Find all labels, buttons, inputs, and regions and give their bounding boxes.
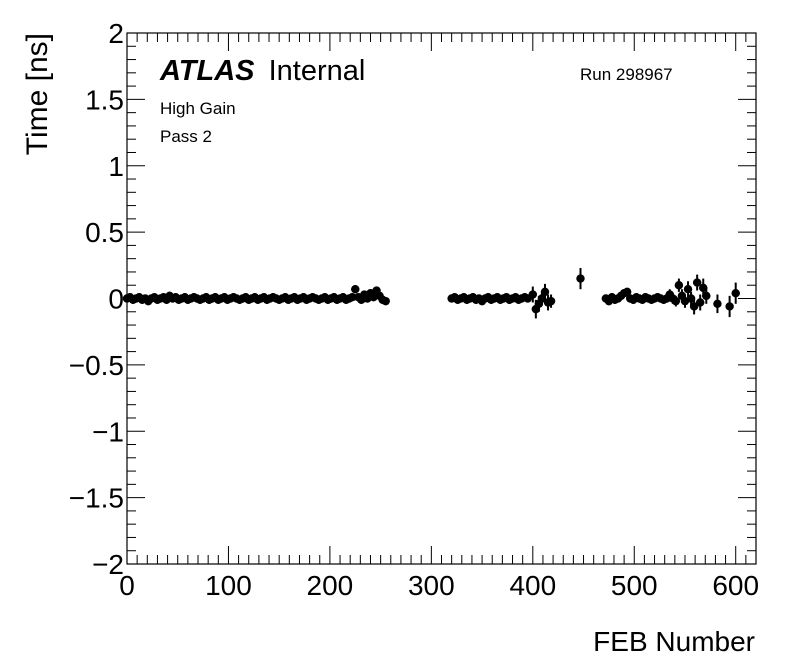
atlas-logo-text: ATLAS [159, 55, 255, 87]
data-point [622, 287, 632, 297]
y-tick-label: −0.5 [69, 350, 124, 381]
data-point [674, 278, 684, 292]
x-tick-label: 100 [205, 570, 252, 601]
data-point [702, 287, 711, 304]
y-tick-label: −1 [92, 416, 124, 447]
data-point [546, 294, 556, 308]
data-point [725, 295, 734, 318]
y-tick-label: 1.5 [85, 84, 124, 115]
y-tick-label: −1.5 [69, 483, 124, 514]
data-points [122, 267, 740, 319]
data-point [689, 298, 699, 315]
marker [351, 285, 360, 294]
marker [725, 302, 734, 311]
marker [540, 287, 550, 297]
x-axis-label: FEB Number [593, 626, 755, 657]
x-tick-label: 500 [611, 570, 658, 601]
atlas-suffix: Internal [269, 55, 366, 87]
y-tick-label: −2 [92, 549, 124, 580]
x-tick-label: 300 [408, 570, 455, 601]
marker [381, 296, 390, 306]
marker [702, 291, 711, 301]
axis-ticks [126, 32, 757, 565]
marker [671, 296, 681, 306]
x-tick-label: 200 [307, 570, 354, 601]
marker [546, 296, 556, 306]
y-tick-label: 0 [108, 284, 124, 315]
marker [622, 287, 632, 297]
x-tick-label: 400 [509, 570, 556, 601]
x-tick-label: 0 [119, 570, 135, 601]
run-label: Run 298967 [580, 65, 673, 84]
x-tick-label: 600 [712, 570, 759, 601]
data-point [713, 294, 722, 314]
y-axis-label: Time [ns] [21, 33, 54, 155]
marker [689, 302, 699, 311]
y-tick-labels: −2 −1.5 −1 −0.5 0 0.5 1 1.5 2 [69, 18, 124, 580]
gain-label: High Gain [160, 99, 236, 118]
y-tick-label: 2 [108, 18, 124, 49]
marker [576, 274, 585, 283]
atlas-label: ATLAS Internal [159, 55, 365, 87]
data-point [540, 283, 550, 300]
marker [528, 290, 538, 299]
data-point [381, 296, 390, 306]
data-point [351, 285, 360, 294]
data-point [576, 267, 585, 290]
data-point [528, 286, 538, 303]
data-point [692, 274, 702, 291]
x-tick-labels: 0 100 200 300 400 500 600 [119, 570, 759, 601]
marker [696, 298, 705, 307]
marker [674, 281, 684, 290]
pass-label: Pass 2 [160, 127, 212, 146]
y-tick-label: 0.5 [85, 217, 124, 248]
marker [683, 285, 693, 294]
data-point [671, 295, 681, 307]
data-point [696, 294, 705, 311]
marker [692, 278, 702, 287]
marker [731, 288, 740, 298]
data-point [731, 282, 740, 304]
data-point [683, 281, 693, 298]
marker [713, 299, 722, 309]
marker [348, 292, 357, 302]
data-point [348, 292, 357, 302]
y-tick-label: 1 [108, 151, 124, 182]
